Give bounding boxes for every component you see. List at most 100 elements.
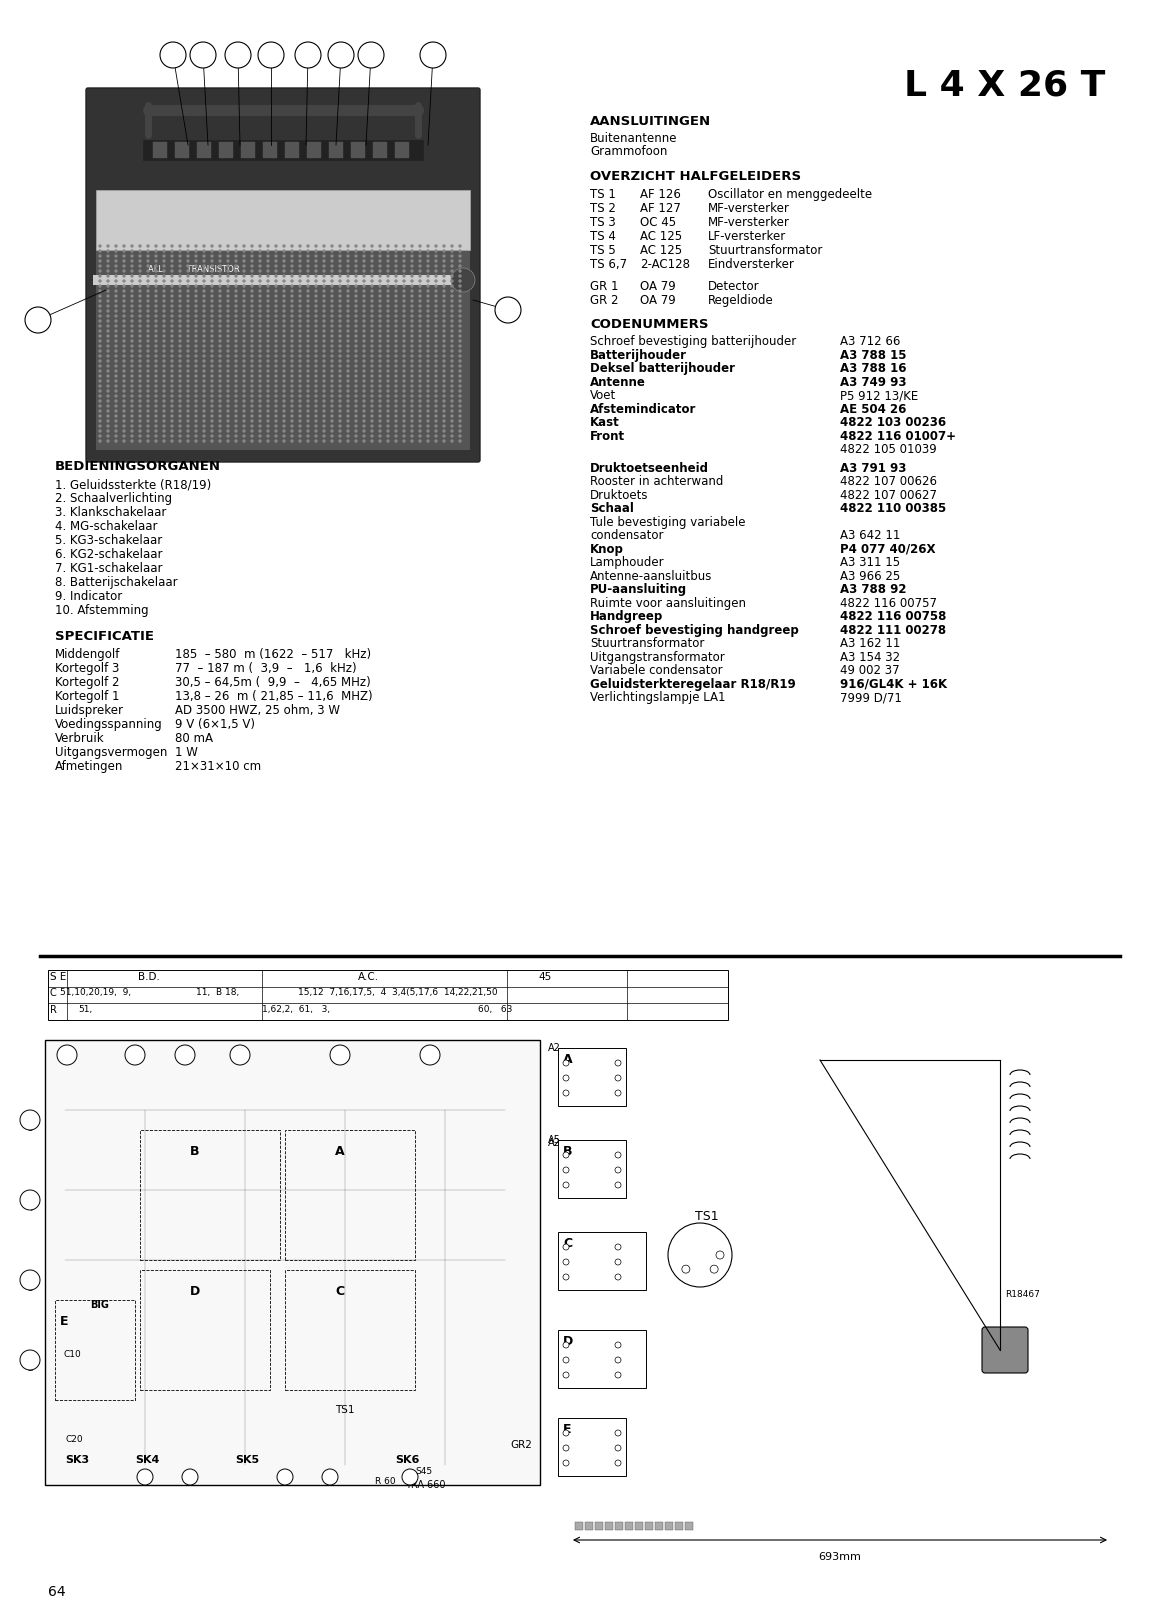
Circle shape [299,250,301,251]
Circle shape [147,344,149,347]
Circle shape [435,384,437,387]
Circle shape [323,290,325,291]
Circle shape [123,275,125,277]
Circle shape [395,299,397,303]
Circle shape [563,1274,569,1281]
Circle shape [274,351,277,352]
Circle shape [444,299,445,303]
Circle shape [411,431,413,432]
Circle shape [171,271,173,272]
Circle shape [362,306,365,307]
Circle shape [267,360,269,362]
Circle shape [107,419,109,423]
Circle shape [450,245,453,247]
Circle shape [235,419,237,423]
Circle shape [171,405,173,407]
Circle shape [179,360,181,362]
Circle shape [171,315,173,317]
Bar [197,142,211,158]
Circle shape [494,298,521,323]
Circle shape [243,315,245,317]
Circle shape [387,391,389,392]
Circle shape [356,325,357,327]
Circle shape [427,266,428,267]
Circle shape [147,400,149,402]
Circle shape [427,440,428,442]
Circle shape [379,424,381,427]
Circle shape [435,320,437,322]
Circle shape [251,311,252,312]
Circle shape [98,365,101,367]
Circle shape [131,306,133,307]
Circle shape [395,255,397,258]
Circle shape [131,410,133,411]
Circle shape [131,315,133,317]
Circle shape [259,405,261,407]
Circle shape [291,295,293,298]
Circle shape [203,410,205,411]
Circle shape [395,306,397,307]
Circle shape [251,351,252,352]
Circle shape [211,351,213,352]
Circle shape [403,290,405,291]
Circle shape [419,250,422,251]
Circle shape [395,419,397,423]
Circle shape [427,400,428,402]
Circle shape [331,245,334,247]
Circle shape [227,379,229,383]
Circle shape [98,255,101,258]
Circle shape [356,259,357,263]
Circle shape [435,311,437,312]
Circle shape [356,370,357,371]
Circle shape [259,365,261,367]
Circle shape [403,255,405,258]
Circle shape [171,320,173,322]
Text: Druktoets: Druktoets [589,488,648,501]
Circle shape [291,391,293,392]
Circle shape [211,440,213,442]
Circle shape [219,320,221,322]
Circle shape [315,339,317,343]
Circle shape [307,311,309,312]
Circle shape [203,431,205,432]
Circle shape [203,440,205,442]
Circle shape [411,295,413,298]
Circle shape [347,405,349,407]
Circle shape [459,280,461,282]
Circle shape [186,365,189,367]
Circle shape [323,384,325,387]
Circle shape [411,351,413,352]
Circle shape [203,370,205,371]
Circle shape [299,435,301,437]
Circle shape [235,351,237,352]
Circle shape [419,259,422,263]
Circle shape [682,1265,690,1273]
Text: BEDIENINGSORGANEN: BEDIENINGSORGANEN [54,459,221,472]
Circle shape [427,415,428,416]
Circle shape [243,335,245,336]
Circle shape [211,405,213,407]
Circle shape [299,410,301,411]
Circle shape [291,320,293,322]
Circle shape [427,384,428,387]
Circle shape [163,325,164,327]
Circle shape [107,330,109,331]
Circle shape [163,266,164,267]
Text: 11,  B 18,: 11, B 18, [196,988,240,997]
Circle shape [171,375,173,376]
Circle shape [379,335,381,336]
Circle shape [115,315,117,317]
Circle shape [243,259,245,263]
Circle shape [243,355,245,357]
Circle shape [323,311,325,312]
Circle shape [362,351,365,352]
Circle shape [186,440,189,442]
Circle shape [227,410,229,411]
Circle shape [356,355,357,357]
Circle shape [427,330,428,331]
Circle shape [131,351,133,352]
Circle shape [283,400,285,402]
Circle shape [107,344,109,347]
Circle shape [356,400,357,402]
Circle shape [444,375,445,376]
